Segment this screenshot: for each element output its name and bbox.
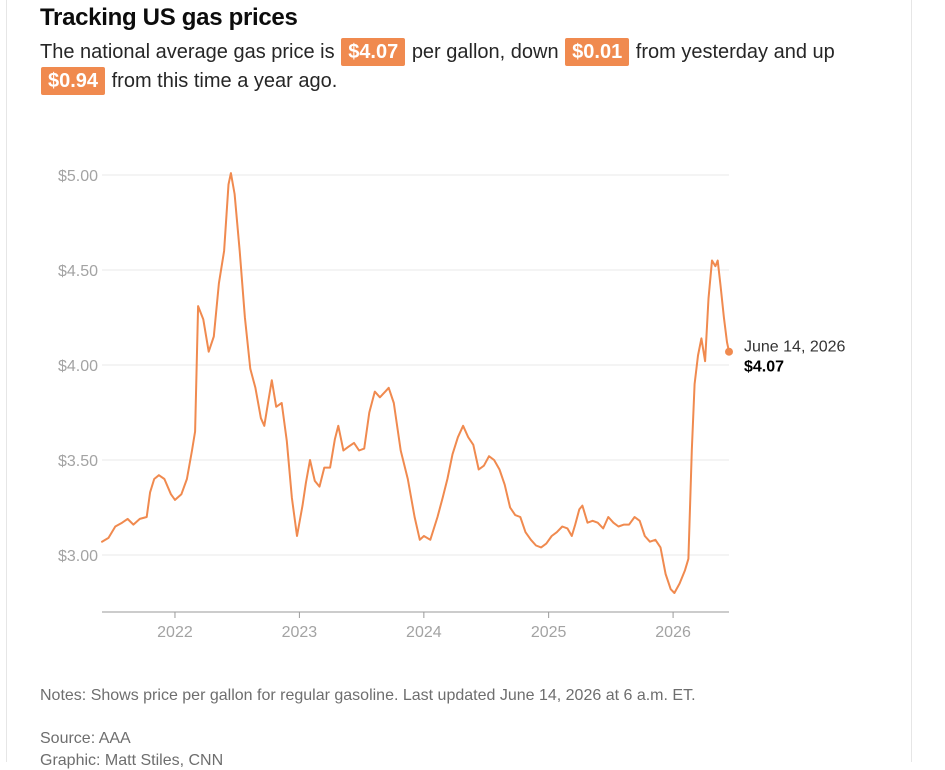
chart-subtitle: The national average gas price is $4.07 … (40, 38, 900, 96)
y-tick-label: $5.00 (58, 168, 98, 185)
x-tick-label: 2026 (655, 624, 691, 641)
subtitle-text-3: from yesterday and up (635, 41, 835, 63)
subtitle-text-2: per gallon, down (411, 41, 559, 63)
x-tick-label: 2025 (531, 624, 567, 641)
subtitle-text-4: from this time a year ago. (111, 70, 338, 92)
y-tick-label: $3.50 (58, 453, 98, 470)
chart-source: Source: AAA (40, 730, 131, 747)
chart-credit: Graphic: Matt Stiles, CNN (40, 752, 224, 769)
yearly-change-badge: $0.94 (41, 67, 106, 95)
latest-date-label: June 14, 2026 (744, 339, 846, 356)
x-tick-label: 2022 (157, 624, 193, 641)
chart-notes: Notes: Shows price per gallon for regula… (40, 687, 696, 704)
x-tick-label: 2024 (406, 624, 442, 641)
price-badge: $4.07 (341, 38, 406, 66)
chart-card (6, 0, 912, 762)
chart-title: Tracking US gas prices (40, 4, 298, 31)
latest-value-label: $4.07 (744, 359, 784, 376)
y-tick-label: $3.00 (58, 548, 98, 565)
price-series-line (101, 172, 730, 594)
subtitle-text-1: The national average gas price is (40, 41, 335, 63)
x-tick-label: 2023 (282, 624, 318, 641)
y-tick-label: $4.00 (58, 358, 98, 375)
gas-price-line-chart: $3.00 $3.50 $4.00 $4.50 $5.00 2022 2023 2024 202… (58, 168, 846, 641)
y-tick-label: $4.50 (58, 263, 98, 280)
daily-change-badge: $0.01 (565, 38, 630, 66)
latest-price-dot (725, 347, 733, 356)
